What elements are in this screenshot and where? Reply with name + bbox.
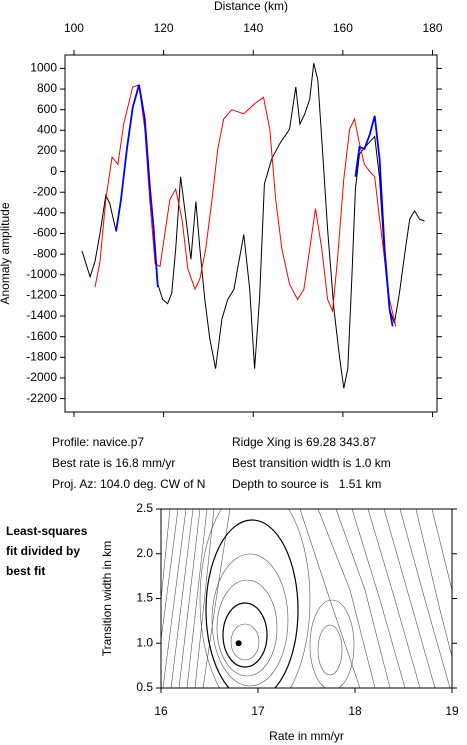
y-tick-label: -400 xyxy=(33,205,57,219)
x-tick-label: 100 xyxy=(64,21,84,35)
info-text: Depth to source is 1.51 km xyxy=(232,477,381,491)
panel-note: Least-squares xyxy=(6,524,88,538)
y-tick-label: -1800 xyxy=(26,349,57,363)
y-tick-label: -1400 xyxy=(26,308,57,322)
y-tick-label: -2200 xyxy=(26,391,57,405)
series-line xyxy=(115,84,394,327)
y-tick-label: -1200 xyxy=(26,288,57,302)
panel-note: fit divided by xyxy=(6,544,80,558)
y-tick-label: -1000 xyxy=(26,267,57,281)
y-axis-title: Anomaly amplitude xyxy=(0,202,12,304)
y-tick-label: 200 xyxy=(37,143,57,157)
y-tick-label: 0.5 xyxy=(136,680,153,694)
contour-line xyxy=(211,553,289,687)
contour-line xyxy=(216,579,278,677)
contour-line xyxy=(222,602,268,668)
x-tick-label: 16 xyxy=(154,704,168,718)
contour-line xyxy=(309,599,355,688)
best-fit-point xyxy=(235,640,242,647)
contour-line xyxy=(317,624,343,676)
y-tick-label: 2.5 xyxy=(136,501,153,515)
x-tick-label: 180 xyxy=(423,21,443,35)
x-tick-label: 160 xyxy=(333,21,353,35)
x-tick-label: 18 xyxy=(348,704,362,718)
y-tick-label: -800 xyxy=(33,246,57,260)
y-tick-label: -200 xyxy=(33,184,57,198)
contours xyxy=(161,509,452,688)
y-tick-label: 400 xyxy=(37,122,57,136)
info-text: Profile: navice.p7 xyxy=(52,435,144,449)
y-tick-label: 2.0 xyxy=(136,546,153,560)
x-tick-label: 140 xyxy=(243,21,263,35)
info-text: Best transition width is 1.0 km xyxy=(232,456,391,470)
x-tick-label: 120 xyxy=(154,21,174,35)
contour-line xyxy=(199,509,311,688)
y-tick-label: 0 xyxy=(50,164,57,178)
contour-line xyxy=(205,519,299,688)
y-tick-label: 800 xyxy=(37,81,57,95)
y-tick-label: -2000 xyxy=(26,370,57,384)
x-axis-title: Rate in mm/yr xyxy=(269,729,344,743)
contour-line xyxy=(161,509,231,688)
x-axis-title: Distance (km) xyxy=(214,0,288,13)
y-tick-label: 1.5 xyxy=(136,591,153,605)
y-axis-title: Transition width in km xyxy=(100,541,114,657)
y-tick-label: 1000 xyxy=(30,61,57,75)
y-tick-label: 600 xyxy=(37,102,57,116)
info-text: Best rate is 16.8 mm/yr xyxy=(52,456,175,470)
contour-line xyxy=(299,509,452,688)
info-text: Ridge Xing is 69.28 343.87 xyxy=(232,435,376,449)
x-tick-label: 19 xyxy=(445,704,459,718)
y-tick-label: 1.0 xyxy=(136,635,153,649)
y-tick-label: -600 xyxy=(33,226,57,240)
contour-line xyxy=(230,623,260,661)
y-tick-label: -1600 xyxy=(26,329,57,343)
series-line xyxy=(94,84,397,327)
info-text: Proj. Az: 104.0 deg. CW of N xyxy=(52,477,205,491)
panel-note: best fit xyxy=(6,564,45,578)
x-tick-label: 17 xyxy=(251,704,265,718)
series-line xyxy=(81,63,425,389)
